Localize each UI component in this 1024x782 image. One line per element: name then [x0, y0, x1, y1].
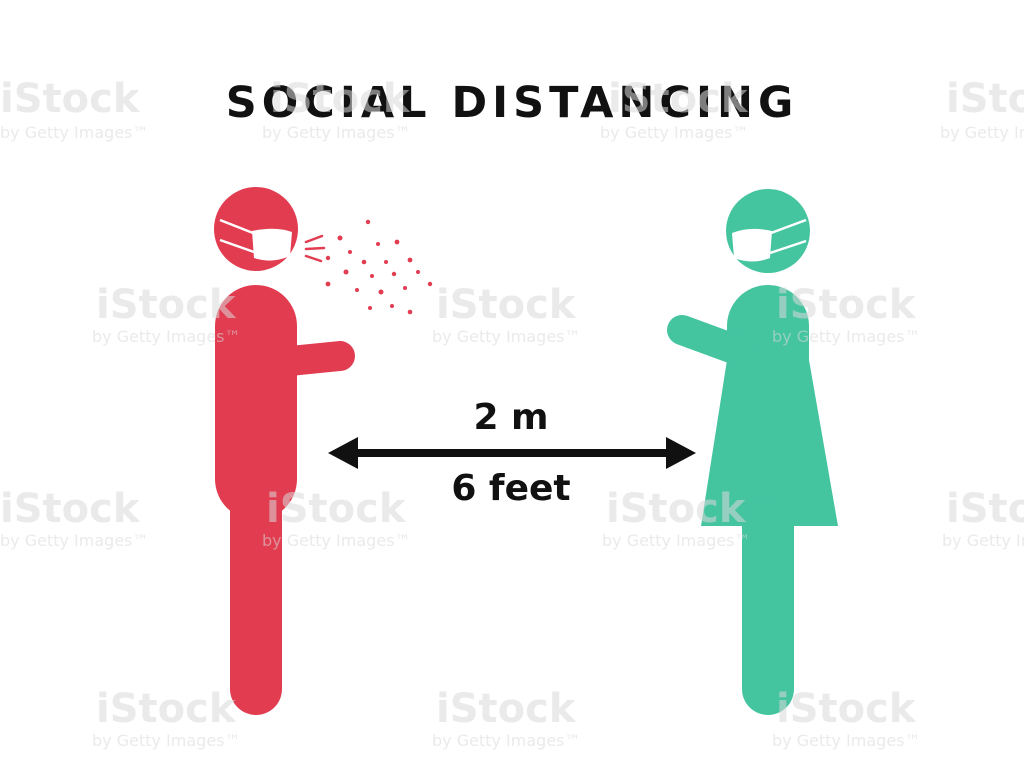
- double-headed-arrow-icon: [328, 437, 696, 469]
- watermark-brand: iStock: [946, 486, 1024, 532]
- watermark-byline: by Getty Images™: [600, 123, 749, 142]
- watermark-brand: iStock: [0, 76, 141, 122]
- watermark-byline: by Getty Images™: [262, 531, 411, 550]
- watermark-brand: iStock: [606, 486, 747, 532]
- watermark-byline: by Getty Images™: [432, 327, 581, 346]
- watermark-byline: by Getty Images™: [0, 123, 149, 142]
- watermark-grid: iStock by Getty Images™ iStock by Getty …: [0, 76, 1024, 750]
- face-mask-icon: [219, 218, 292, 261]
- watermark-byline: by Getty Images™: [432, 731, 581, 750]
- watermark-brand: iStock: [436, 686, 577, 732]
- watermark-brand: iStock: [96, 282, 237, 328]
- masked-woman-icon: [667, 189, 838, 715]
- watermark-byline: by Getty Images™: [262, 123, 411, 142]
- watermark-brand: iStock: [946, 76, 1024, 122]
- masked-man-sneezing-icon: [214, 187, 355, 715]
- distance-imperial-label: 6 feet: [451, 468, 570, 509]
- page-title: SOCIAL DISTANCING: [226, 78, 799, 128]
- watermark-byline: by Getty Images™: [772, 731, 921, 750]
- watermark-brand: iStock: [96, 686, 237, 732]
- watermark-byline: by Getty Images™: [92, 731, 241, 750]
- watermark-brand: iStock: [270, 76, 411, 122]
- watermark-brand: iStock: [0, 486, 141, 532]
- distance-metric-label: 2 m: [473, 397, 548, 438]
- face-mask-icon: [732, 218, 807, 262]
- watermark-byline: by Getty Images™: [0, 531, 149, 550]
- watermark-byline: by Getty Images™: [92, 327, 241, 346]
- watermark-byline: by Getty Images™: [940, 123, 1024, 142]
- watermark-byline: by Getty Images™: [602, 531, 751, 550]
- sneeze-droplets-icon: [304, 219, 433, 315]
- watermark-byline: by Getty Images™: [772, 327, 921, 346]
- watermark-brand: iStock: [436, 282, 577, 328]
- watermark-byline: by Getty Images™: [942, 531, 1024, 550]
- watermark-brand: iStock: [776, 686, 917, 732]
- watermark-brand: iStock: [776, 282, 917, 328]
- watermark-brand: iStock: [608, 76, 749, 122]
- watermark-brand: iStock: [266, 486, 407, 532]
